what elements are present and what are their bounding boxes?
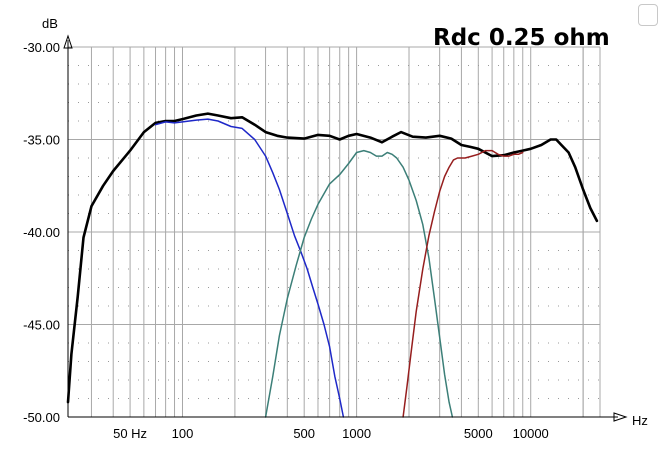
y-tick-label: -50.00 — [23, 410, 60, 425]
x-tick-label: 50 Hz — [113, 426, 147, 441]
x-tick-label: 10000 — [513, 426, 549, 441]
y-axis-arrow — [63, 34, 73, 49]
y-tick-label: -45.00 — [23, 318, 60, 333]
x-tick-label: 500 — [293, 426, 315, 441]
tick-labels: -30.00 -35.00 -40.00 -45.00 -50.00 50 Hz 100 50… — [23, 40, 549, 441]
series-layer — [66, 112, 599, 418]
x-axis-arrow — [613, 412, 628, 422]
grid — [68, 46, 601, 418]
series-line-1 — [66, 112, 599, 404]
x-tick-label: 100 — [172, 426, 194, 441]
corner-checkbox[interactable] — [638, 4, 658, 26]
series-line-2 — [154, 118, 345, 418]
series-line-4 — [402, 149, 524, 418]
y-tick-label: -40.00 — [23, 225, 60, 240]
x-tick-label: 1000 — [342, 426, 371, 441]
y-tick-label: -35.00 — [23, 133, 60, 148]
series-line-3 — [264, 149, 454, 418]
x-tick-label: 5000 — [464, 426, 493, 441]
y-tick-label: -30.00 — [23, 40, 60, 55]
x-axis-unit-label: Hz — [632, 413, 648, 428]
axes — [63, 34, 628, 422]
chart-annotation: Rdc 0.25 ohm — [433, 25, 610, 51]
y-axis-unit-label: dB — [42, 16, 58, 31]
